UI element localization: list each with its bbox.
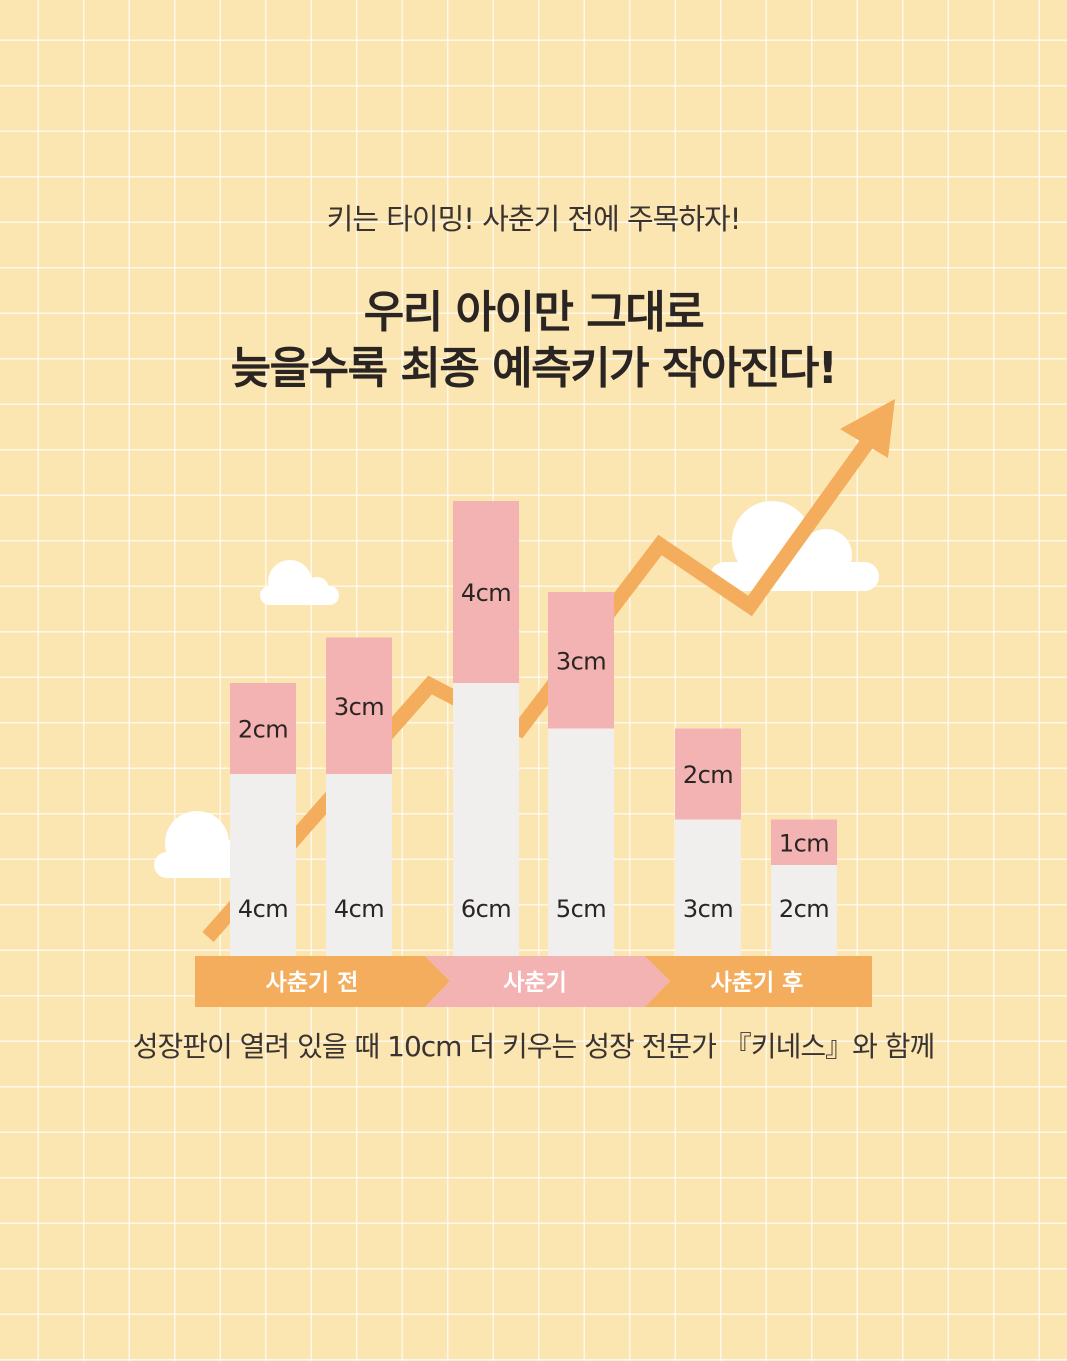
phase-label-before: 사춘기 전: [266, 970, 359, 996]
bar-growth-label: 3cm: [556, 647, 606, 675]
cloud-icon: [260, 560, 339, 605]
bar-base: [771, 865, 837, 956]
bars-layer: 4cm 2cm 4cm 3cm 6cm 4cm 5cm 3cm 3cm 2cm 2cm 1cm: [230, 501, 837, 956]
bar-base: [675, 819, 741, 956]
phase-during-shape: [425, 956, 670, 1007]
bar-base-label: 5cm: [556, 895, 606, 923]
bar-group: 3cm 2cm: [675, 728, 741, 956]
bar-growth-label: 1cm: [779, 829, 829, 857]
bar-growth-label: 3cm: [334, 693, 384, 721]
bar-growth: [771, 819, 837, 865]
bar-group: 5cm 3cm: [548, 592, 614, 956]
phase-label-after: 사춘기 후: [711, 970, 804, 996]
bar-base: [453, 683, 519, 956]
cloud-icon: [710, 501, 879, 591]
phase-label-during: 사춘기: [503, 970, 566, 996]
bar-base-label: 3cm: [683, 895, 733, 923]
title-line-2: 늦을수록 최종 예측키가 작아진다!: [230, 343, 838, 394]
bar-base-label: 2cm: [779, 895, 829, 923]
phase-before-shape: [195, 956, 450, 1007]
bar-group: 2cm 1cm: [771, 819, 837, 956]
bar-growth: [230, 683, 296, 774]
bar-base: [230, 774, 296, 956]
bar-base-label: 6cm: [461, 895, 511, 923]
phase-after-shape: [645, 956, 872, 1007]
arrow-up-right-icon: [202, 399, 895, 942]
title-line-1: 우리 아이만 그대로: [363, 287, 705, 338]
bar-growth-label: 4cm: [461, 579, 511, 607]
bar-growth: [548, 592, 614, 729]
bar-group: 4cm 3cm: [326, 637, 392, 956]
bar-base-label: 4cm: [334, 895, 384, 923]
bar-base-label: 4cm: [238, 895, 288, 923]
bar-group: 4cm 2cm: [230, 683, 296, 956]
subtitle: 키는 타이밍! 사춘기 전에 주목하자!: [326, 202, 742, 236]
bar-growth: [326, 637, 392, 774]
page-title: 우리 아이만 그대로 늦을수록 최종 예측키가 작아진다!: [0, 285, 1067, 397]
bar-growth-label: 2cm: [238, 716, 288, 744]
bar-base: [548, 728, 614, 956]
bar-growth: [675, 728, 741, 820]
bar-growth: [453, 501, 519, 683]
bar-growth-label: 2cm: [683, 761, 733, 789]
footer-caption: 성장판이 열려 있을 때 10cm 더 키우는 성장 전문가 『키네스』와 함께: [132, 1030, 936, 1063]
bar-group: 6cm 4cm: [453, 501, 519, 956]
bar-base: [326, 774, 392, 956]
phase-ribbon: 사춘기 전 사춘기 사춘기 후: [195, 956, 872, 1007]
